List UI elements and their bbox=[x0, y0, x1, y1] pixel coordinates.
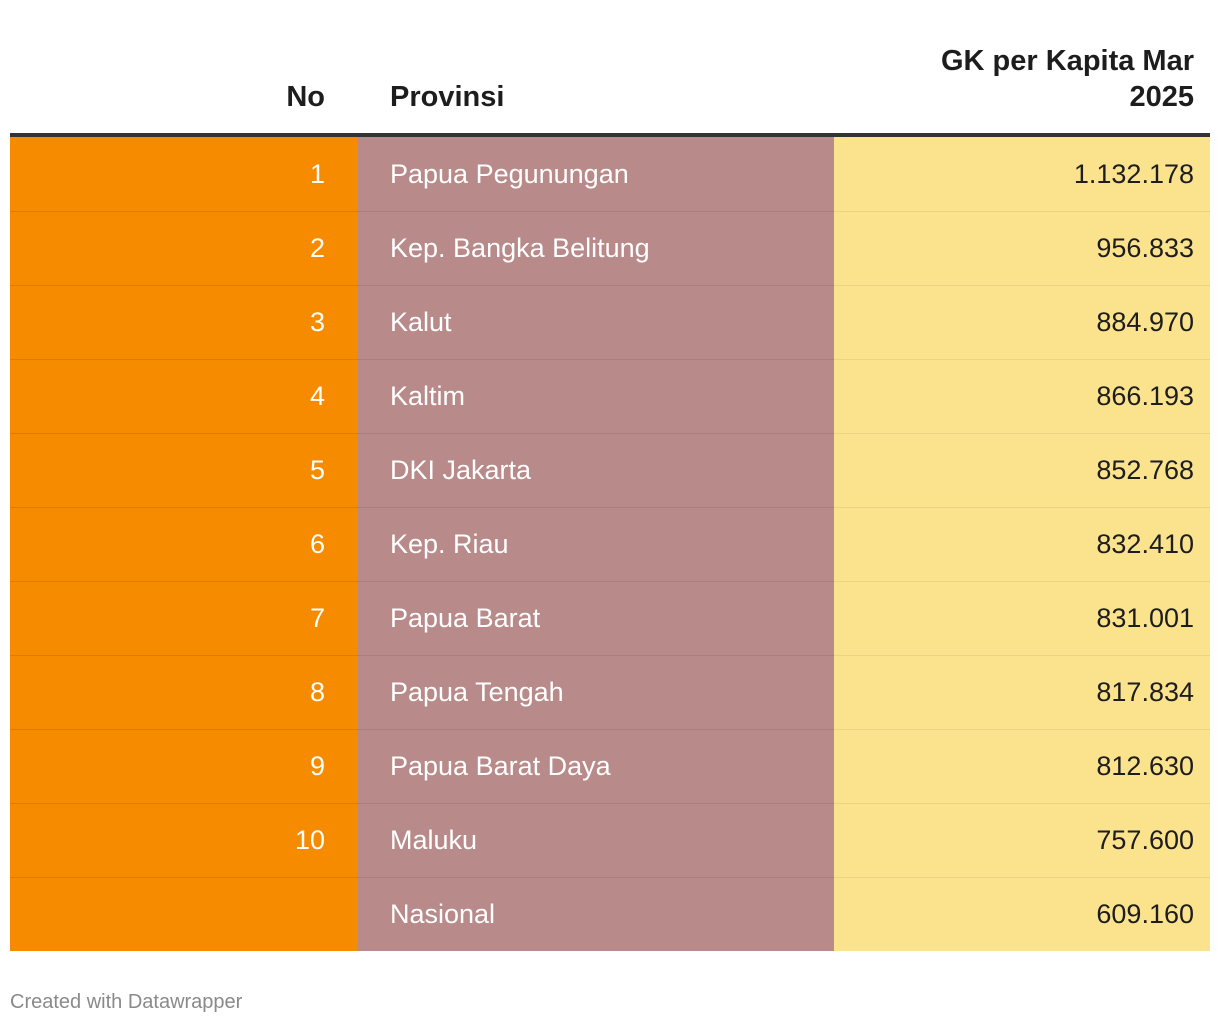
data-table: No Provinsi GK per Kapita Mar 2025 1 Pap… bbox=[10, 0, 1210, 951]
header-gk-per-kapita[interactable]: GK per Kapita Mar 2025 bbox=[894, 43, 1194, 115]
table-row: 4 Kaltim 866.193 bbox=[10, 359, 1210, 433]
table-header: No Provinsi GK per Kapita Mar 2025 bbox=[10, 0, 1210, 137]
cell-no: 6 bbox=[10, 507, 358, 581]
footer-credit[interactable]: Created with Datawrapper bbox=[10, 991, 243, 1013]
table-row: 9 Papua Barat Daya 812.630 bbox=[10, 729, 1210, 803]
cell-value: 831.001 bbox=[834, 581, 1210, 655]
cell-value: 866.193 bbox=[834, 359, 1210, 433]
header-provinsi[interactable]: Provinsi bbox=[390, 81, 505, 113]
cell-value: 884.970 bbox=[834, 285, 1210, 359]
cell-provinsi: Nasional bbox=[358, 877, 834, 951]
cell-value: 1.132.178 bbox=[834, 137, 1210, 211]
table-row: 5 DKI Jakarta 852.768 bbox=[10, 433, 1210, 507]
table-row: 1 Papua Pegunungan 1.132.178 bbox=[10, 137, 1210, 211]
cell-provinsi: Papua Pegunungan bbox=[358, 137, 834, 211]
cell-no: 7 bbox=[10, 581, 358, 655]
table-row: 3 Kalut 884.970 bbox=[10, 285, 1210, 359]
header-gk-line-1: GK per Kapita Mar bbox=[941, 45, 1194, 77]
cell-no: 10 bbox=[10, 803, 358, 877]
cell-provinsi: DKI Jakarta bbox=[358, 433, 834, 507]
cell-value: 609.160 bbox=[834, 877, 1210, 951]
cell-value: 832.410 bbox=[834, 507, 1210, 581]
table-row: 6 Kep. Riau 832.410 bbox=[10, 507, 1210, 581]
cell-provinsi: Maluku bbox=[358, 803, 834, 877]
table-row-national: Nasional 609.160 bbox=[10, 877, 1210, 951]
cell-no: 9 bbox=[10, 729, 358, 803]
cell-provinsi: Papua Tengah bbox=[358, 655, 834, 729]
cell-provinsi: Papua Barat bbox=[358, 581, 834, 655]
cell-provinsi: Kaltim bbox=[358, 359, 834, 433]
cell-value: 817.834 bbox=[834, 655, 1210, 729]
cell-value: 956.833 bbox=[834, 211, 1210, 285]
cell-value: 757.600 bbox=[834, 803, 1210, 877]
cell-no bbox=[10, 877, 358, 951]
table-body: 1 Papua Pegunungan 1.132.178 2 Kep. Bang… bbox=[10, 137, 1210, 951]
cell-no: 5 bbox=[10, 433, 358, 507]
cell-provinsi: Kep. Bangka Belitung bbox=[358, 211, 834, 285]
cell-provinsi: Kep. Riau bbox=[358, 507, 834, 581]
cell-no: 2 bbox=[10, 211, 358, 285]
cell-no: 3 bbox=[10, 285, 358, 359]
cell-value: 852.768 bbox=[834, 433, 1210, 507]
table-row: 8 Papua Tengah 817.834 bbox=[10, 655, 1210, 729]
table-row: 7 Papua Barat 831.001 bbox=[10, 581, 1210, 655]
cell-provinsi: Kalut bbox=[358, 285, 834, 359]
header-gk-line-2: 2025 bbox=[1129, 81, 1194, 113]
cell-no: 4 bbox=[10, 359, 358, 433]
cell-no: 8 bbox=[10, 655, 358, 729]
header-no[interactable]: No bbox=[286, 81, 325, 113]
cell-provinsi: Papua Barat Daya bbox=[358, 729, 834, 803]
table-row: 2 Kep. Bangka Belitung 956.833 bbox=[10, 211, 1210, 285]
cell-no: 1 bbox=[10, 137, 358, 211]
table-row: 10 Maluku 757.600 bbox=[10, 803, 1210, 877]
cell-value: 812.630 bbox=[834, 729, 1210, 803]
